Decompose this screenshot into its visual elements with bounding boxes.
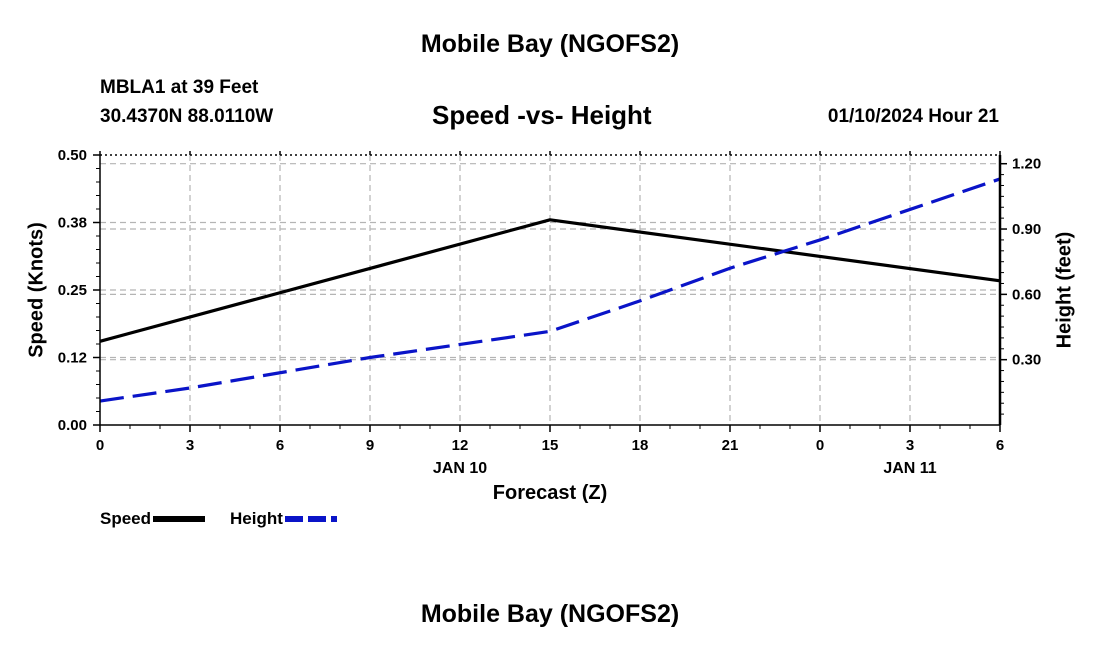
x-tick-label: 21	[722, 437, 739, 454]
chart-ticks: 0 3 6 9 12 15 18 21 0 3 6 JAN 10 JAN 11 0.00 0.12 0.25 0…	[58, 147, 1041, 477]
chart-series	[99, 177, 1001, 403]
x-tick-label: 6	[276, 437, 284, 454]
y2-axis-label: Height (feet)	[1053, 231, 1076, 349]
x-tick-label: 15	[542, 437, 559, 454]
legend-speed: Speed	[100, 509, 206, 529]
y-tick-label: 0.12	[58, 350, 87, 367]
legend-height: Height	[230, 509, 337, 529]
series-speed-line	[99, 218, 1001, 343]
station-coords: 30.4370N 88.0110W	[100, 106, 274, 127]
x-tick-label: 6	[996, 437, 1004, 454]
y-tick-label: 0.50	[58, 147, 87, 164]
y2-tick-label: 0.30	[1012, 352, 1041, 369]
y2-tick-label: 0.90	[1012, 221, 1041, 238]
chart-grid	[100, 155, 1000, 425]
legend-speed-swatch	[153, 516, 206, 522]
y-axis-label: Speed (Knots)	[25, 222, 48, 358]
station-label: MBLA1 at 39 Feet	[100, 77, 259, 98]
y-tick-label: 0.38	[58, 215, 87, 232]
x-tick-label: 12	[452, 437, 469, 454]
forecast-datetime: 01/10/2024 Hour 21	[827, 106, 999, 127]
x-axis-label: Forecast (Z)	[492, 482, 608, 504]
legend-height-swatch	[284, 516, 337, 522]
x-date-label: JAN 10	[433, 460, 487, 477]
page-title: Mobile Bay (NGOFS2)	[420, 30, 680, 58]
legend-height-label: Height	[230, 509, 283, 528]
footer-title: Mobile Bay (NGOFS2)	[420, 600, 680, 628]
x-tick-label: 3	[906, 437, 914, 454]
x-tick-label: 0	[96, 437, 104, 454]
y2-tick-label: 0.60	[1012, 286, 1041, 303]
y-tick-label: 0.25	[58, 282, 87, 299]
y-tick-label: 0.00	[58, 417, 87, 434]
series-height-line	[99, 177, 1001, 403]
x-date-label: JAN 11	[883, 460, 936, 477]
y2-tick-label: 1.20	[1012, 156, 1041, 173]
x-tick-label: 9	[366, 437, 374, 454]
x-tick-label: 3	[186, 437, 194, 454]
x-tick-label: 18	[632, 437, 649, 454]
x-tick-label: 0	[816, 437, 824, 454]
legend-speed-label: Speed	[100, 509, 152, 528]
chart-title: Speed -vs- Height	[432, 100, 652, 130]
